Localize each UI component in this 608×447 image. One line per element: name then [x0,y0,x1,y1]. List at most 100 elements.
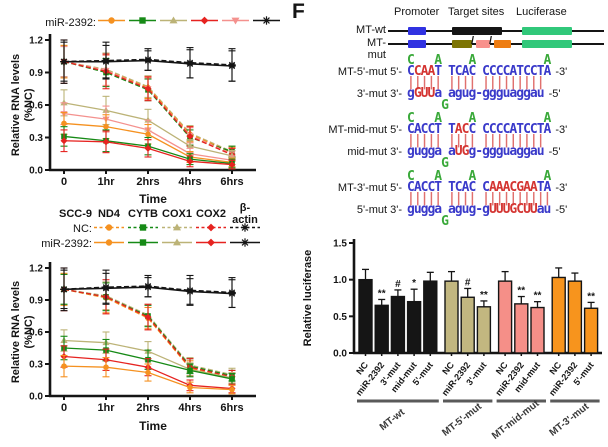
legend-item [228,236,262,252]
rna-decay-chart-scc9: 0.0 0.3 0.6 0.9 1.2 0 1hr 2hrs 4hrs 6hrs Time Relat… [10,262,256,433]
sequence-block: C A A A MT-mid-mut 5'- CACCT TACC CCCCATCC… [298,112,608,170]
marker-diamond [144,85,152,93]
y-axis-title: Relative luciferase [302,250,314,347]
mt-wt-label: MT-wt [356,24,386,36]
sequence-label: mid-mut 3'- [347,146,402,158]
series-line [63,288,233,379]
sequence-label: MT-3'-mut 5'- [337,182,402,194]
legend-marker-triangle [162,223,192,230]
legend-marker-square [128,238,158,246]
sequence-segment: TA [536,180,552,195]
marker-star [102,284,110,293]
x-tick-label: 0 [61,402,67,414]
legend-marker-square [128,223,158,231]
star-stroke [241,223,249,231]
sequence-alignments: C A A A MT-5'-mut 5'- CCAAT TCAC CCCCATCCT… [298,53,608,230]
prime-end-label: -5' [555,204,568,216]
legend-item [194,221,228,237]
legend-marker-circle [98,17,125,24]
sequence-segment: TCAC [447,64,476,79]
slash-icon: / [489,35,493,47]
mt-mut-label: MT-mut [367,37,386,61]
x-tick-label: 6hrs [220,176,243,188]
y-tick-label: 0.3 [29,360,43,371]
sequence-text: C A A A [407,169,551,184]
marker-diamond [228,161,236,169]
star-stroke [186,288,194,295]
series-line [63,288,233,376]
significance-mark: ** [517,286,525,297]
sequence-text: CACCT TCAC CAAACGAATA [407,180,552,195]
sequence-segment: T [447,122,456,137]
legend-row-nc: NC: [28,221,262,236]
star-stroke [144,284,152,291]
series-line [63,61,233,156]
legend-marker-triangle [160,16,187,24]
legend-item [220,13,251,33]
sequence-label [298,172,407,181]
series-mir-2392-nd4 [60,354,236,395]
marker-diamond [207,238,215,246]
legend-marker-circle [94,223,124,231]
marker-star [186,60,194,68]
promoter-box-mut [408,40,426,48]
sequence-segment: g [407,86,415,101]
y-axis-title-units: (%NC) [23,88,35,121]
sequence-label [298,217,407,226]
sequence-segment: C [407,64,415,79]
sequence-text: CACCT TACC CCCCATCCTA [407,122,551,137]
marker-star [228,62,236,70]
sequence-segment: g [482,202,490,217]
sequence-segment: UUUGCUU [488,202,538,217]
bar-5-mut [423,280,438,354]
sequence-segment: gugga [407,144,442,159]
x-tick-label: 6hrs [220,402,243,414]
legend-item [126,236,160,252]
marker-circle [187,384,193,391]
sequence-label [298,195,407,203]
marker-diamond [200,16,209,25]
significance-mark: ** [480,290,488,301]
sequence-segment: agug [447,86,476,101]
sequence-segment: CAA [413,64,436,79]
marker-star [144,56,152,65]
sequence-text: C A A A [407,53,551,68]
sequence-segment: GUU [413,86,436,101]
x-tick-label: 1hr [97,402,115,414]
star-stroke [263,17,270,24]
y-tick-label: 0.9 [29,68,43,79]
x-tick-label: 1hr [97,176,115,188]
series-mir-2392-black [60,41,236,82]
sequence-label [298,101,407,110]
sequence-segment: UG [454,144,470,159]
legend-marker-triangle [162,238,192,245]
prime-end-label: -3' [555,182,568,194]
legend-item [194,236,228,252]
legend-item [228,221,262,237]
legend-row-mir: miR-2392: [28,236,262,251]
mirna-sequence-row: 3'-mut 3'- gGUUa agug-ggguaggau -5' [298,87,608,101]
gene-label: COX2 [196,207,226,220]
promoter-column-label: Promoter [394,6,440,18]
legend-marker-circle [94,238,124,246]
y-tick-label: 0.5 [333,312,347,323]
panel-f-label: F [292,0,305,23]
y-tick-label: 0.0 [29,392,43,403]
significance-mark: ** [378,288,386,299]
legend-marker-diamond [191,16,218,25]
marker-star [60,285,68,294]
legend-item [158,13,189,33]
target-mut-box-pink [476,40,490,48]
sequence-label: MT-mid-mut 5'- [328,124,402,136]
bar-NC [358,278,373,354]
sequence-label: MT-5'-mut 5'- [337,66,402,78]
marker-circle [105,223,113,231]
x-tick-label: 2hrs [136,176,159,188]
legend-header-row: SCC-9 ND4 CYTB COX1 COX2 β-actin [28,202,262,226]
bar-5-mut [583,307,599,354]
bar-NC [444,280,459,354]
luciferase-box-wt [522,27,572,35]
sequence-text: gugga agug-gUUUGCUUau [407,202,551,217]
significance-mark: ** [534,291,542,302]
